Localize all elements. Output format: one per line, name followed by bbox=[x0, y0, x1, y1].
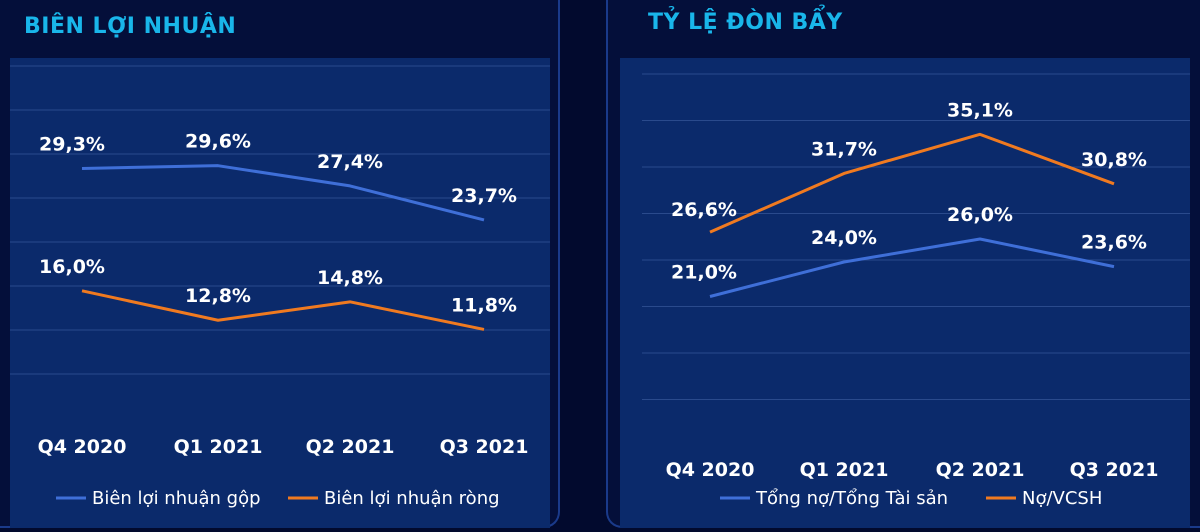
data-label: 35,1% bbox=[947, 99, 1013, 121]
x-tick-label: Q1 2021 bbox=[800, 459, 889, 481]
series-line-orange bbox=[709, 132, 1115, 234]
data-label: 29,6% bbox=[185, 131, 251, 153]
data-label: 12,8% bbox=[185, 285, 251, 307]
data-label: 26,0% bbox=[947, 204, 1013, 226]
legend-entry: Biên lợi nhuận ròng bbox=[324, 488, 500, 509]
chart-title: BIÊN LỢI NHUẬN bbox=[24, 14, 237, 39]
data-label: 21,0% bbox=[671, 262, 737, 284]
legend-entry: Nợ/VCSH bbox=[1022, 488, 1102, 509]
data-label: 30,8% bbox=[1081, 149, 1147, 171]
data-label: 11,8% bbox=[451, 294, 517, 316]
chart-title: TỶ LỆ ĐÒN BẨY bbox=[648, 10, 843, 35]
data-label: 14,8% bbox=[317, 267, 383, 289]
x-tick-label: Q4 2020 bbox=[38, 436, 127, 458]
line-chart-leverage: 21,0% 24,0% 26,0% 23,6% Tổng nợ/Tổng Tài sản… bbox=[642, 73, 1190, 509]
line-chart-profit-margin: 29,3% 29,6% 27,4% 23,7% Biên lợi nhuận gộp 16… bbox=[10, 65, 550, 509]
data-label: 16,0% bbox=[39, 256, 105, 278]
data-label: 23,7% bbox=[451, 185, 517, 207]
data-label: 24,0% bbox=[811, 227, 877, 249]
series-line-orange bbox=[81, 289, 485, 331]
data-label: 27,4% bbox=[317, 151, 383, 173]
plot-area: 29,3% 29,6% 27,4% 23,7% Biên lợi nhuận gộp 16… bbox=[10, 58, 550, 528]
legend-entry: Biên lợi nhuận gộp bbox=[92, 488, 261, 509]
x-tick-label: Q4 2020 bbox=[666, 459, 755, 481]
x-tick-label: Q3 2021 bbox=[440, 436, 529, 458]
chart-panel-profit-margin: BIÊN LỢI NHUẬN 29,3% 29,6% 27,4% 23,7% Biên … bbox=[0, 0, 560, 528]
data-label: 26,6% bbox=[671, 199, 737, 221]
plot-area: 21,0% 24,0% 26,0% 23,6% Tổng nợ/Tổng Tài sản… bbox=[620, 58, 1190, 528]
x-tick-label: Q2 2021 bbox=[306, 436, 395, 458]
x-tick-label: Q1 2021 bbox=[174, 436, 263, 458]
series-line-blue bbox=[709, 237, 1115, 298]
x-tick-label: Q2 2021 bbox=[936, 459, 1025, 481]
chart-panel-leverage: TỶ LỆ ĐÒN BẨY 21,0% 24,0% 26,0% 23,6% Tổng n… bbox=[606, 0, 1200, 528]
legend-entry: Tổng nợ/Tổng Tài sản bbox=[755, 488, 948, 509]
series-line-blue bbox=[81, 164, 485, 222]
data-label: 23,6% bbox=[1081, 232, 1147, 254]
data-label: 29,3% bbox=[39, 133, 105, 155]
data-label: 31,7% bbox=[811, 138, 877, 160]
x-tick-label: Q3 2021 bbox=[1070, 459, 1159, 481]
